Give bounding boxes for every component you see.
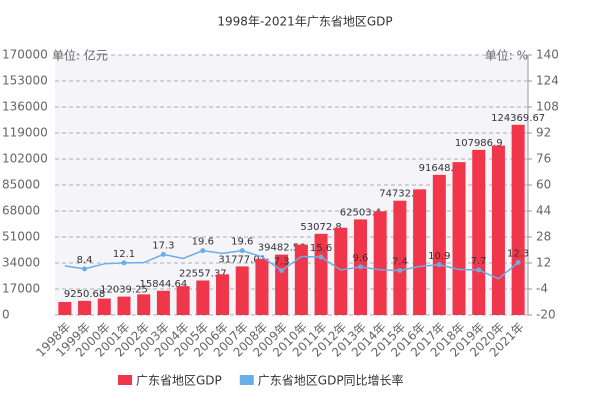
line-marker <box>82 266 88 272</box>
y2-tick-label: 108 <box>536 100 559 114</box>
line-marker <box>476 267 482 273</box>
bar-value-label: 62503.4 <box>340 207 381 218</box>
bar <box>413 189 427 315</box>
bar <box>472 149 486 315</box>
y2-tick-label: 140 <box>536 48 559 62</box>
bar <box>117 296 131 315</box>
bar <box>294 244 308 315</box>
bar <box>334 227 348 315</box>
line-value-label: 7.7 <box>471 256 487 267</box>
bar-value-label: 107986.9 <box>455 138 503 149</box>
line-value-label: 12.3 <box>507 249 529 260</box>
y-tick-label: 136000 <box>2 100 48 114</box>
bar-value-label: 39482.56 <box>258 243 306 254</box>
line-value-label: 12.1 <box>113 249 135 260</box>
bar <box>176 286 190 315</box>
y-tick-label: 170000 <box>2 48 48 62</box>
y2-tick-label: 60 <box>536 178 551 192</box>
chart-title: 1998年-2021年广东省地区GDP <box>217 15 392 29</box>
line-marker <box>357 264 363 270</box>
bar <box>58 301 72 315</box>
line-value-label: 15.6 <box>310 243 332 254</box>
bar <box>196 280 210 315</box>
bar <box>275 254 289 315</box>
line-marker <box>279 268 285 274</box>
line-marker <box>515 260 521 266</box>
bar-value-label: 9250.68 <box>64 289 105 300</box>
line-value-label: 9.6 <box>353 253 369 264</box>
line-value-label: 10.9 <box>428 251 450 262</box>
line-marker <box>239 248 245 254</box>
y-tick-label: 85000 <box>2 178 40 192</box>
legend-swatch <box>118 375 132 385</box>
line-value-label: 19.6 <box>231 237 253 248</box>
bar-value-label: 31777.01 <box>218 254 266 265</box>
y2-tick-label: 12 <box>536 256 551 270</box>
bar <box>452 162 466 315</box>
y-tick-label: 34000 <box>2 256 40 270</box>
bar <box>373 211 387 315</box>
line <box>64 249 519 280</box>
line-value-label: 7.3 <box>274 257 290 268</box>
line-value-label: 17.3 <box>152 240 174 251</box>
y-tick-label: 0 <box>2 308 10 322</box>
y2-tick-label: 92 <box>536 126 551 140</box>
y-tick-label: 51000 <box>2 230 40 244</box>
bar <box>393 200 407 315</box>
line-value-label: 8.4 <box>77 255 93 266</box>
legend-label: 广东省地区GDP <box>136 374 222 388</box>
bar <box>97 298 111 315</box>
bar <box>314 233 328 315</box>
line-marker <box>160 251 166 257</box>
y2-tick-label: 28 <box>536 230 551 244</box>
line-marker <box>436 262 442 268</box>
line-marker <box>318 254 324 260</box>
y-tick-label: 119000 <box>2 126 48 140</box>
bar-value-label: 15844.64 <box>140 279 188 290</box>
y2-tick-label: -4 <box>536 282 548 296</box>
legend-swatch <box>239 375 254 385</box>
y2-tick-label: -20 <box>536 308 556 322</box>
bar <box>78 300 92 315</box>
y-tick-label: 102000 <box>2 152 48 166</box>
bar <box>255 258 269 315</box>
line-marker <box>121 260 127 266</box>
bar-value-label: 91648.7 <box>419 163 460 174</box>
bar <box>491 145 505 315</box>
bar <box>216 274 230 315</box>
y-tick-label: 153000 <box>2 74 48 88</box>
bar <box>137 294 151 315</box>
bar-value-label: 74732.4 <box>379 189 420 200</box>
bar <box>432 174 446 315</box>
bar-value-label: 124369.67 <box>491 113 545 124</box>
line-marker <box>200 248 206 254</box>
line-value-label: 7.4 <box>392 256 408 267</box>
bar-value-label: 12039.25 <box>100 285 148 296</box>
line-value-label: 19.6 <box>192 237 214 248</box>
bar-value-label: 22557.37 <box>179 269 227 280</box>
legend-label: 广东省地区GDP同比增长率 <box>258 373 404 388</box>
y2-tick-label: 44 <box>536 204 551 218</box>
bar <box>511 124 525 315</box>
y2-tick-label: 76 <box>536 152 551 166</box>
bar-value-label: 53072.8 <box>300 222 341 233</box>
y-tick-label: 17000 <box>2 282 40 296</box>
y-tick-label: 68000 <box>2 204 40 218</box>
y2-tick-label: 124 <box>536 74 559 88</box>
bar <box>156 290 170 315</box>
bar <box>235 266 249 315</box>
line-marker <box>397 267 403 273</box>
